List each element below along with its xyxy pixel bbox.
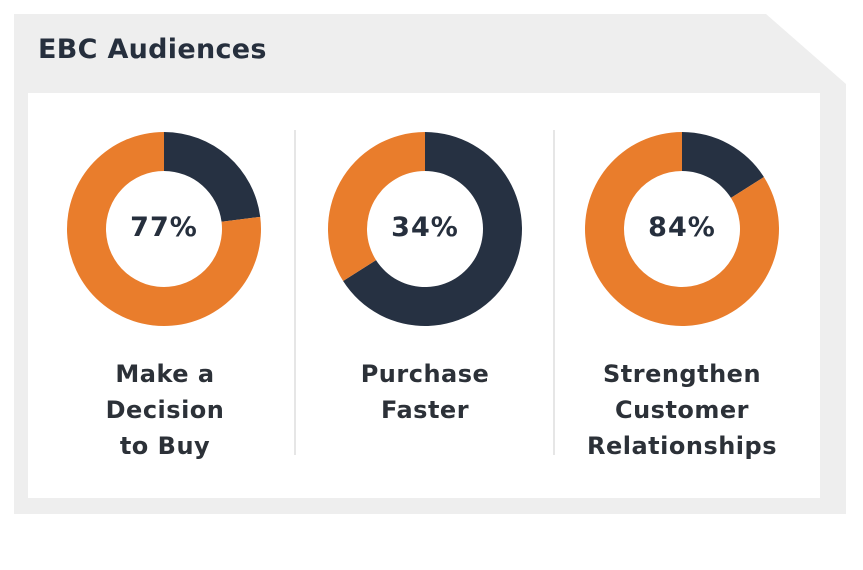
- donut-chart-decision: [67, 132, 261, 326]
- donut-chart-relationships: [585, 132, 779, 326]
- category-label-line: Faster: [380, 396, 470, 424]
- donut-value-segment: [328, 132, 425, 281]
- category-label-line: Strengthen: [602, 360, 762, 388]
- donut-category-label: Strengthen Customer Relationships: [567, 356, 797, 464]
- donut-value-label: 84%: [648, 212, 716, 243]
- donut-value-segment: [67, 132, 261, 326]
- donut-remainder-segment: [682, 132, 764, 198]
- donut-remainder-segment: [343, 132, 522, 326]
- donut-category-label: Make a Decision to Buy: [50, 356, 280, 464]
- donut-value-segment: [585, 132, 779, 326]
- category-label-line: Relationships: [586, 432, 777, 460]
- column-divider: [294, 130, 296, 455]
- donut-chart-purchase: [328, 132, 522, 326]
- page-title: EBC Audiences: [38, 34, 267, 65]
- donut-category-label: Purchase Faster: [310, 356, 540, 428]
- category-label-line: Decision: [105, 396, 225, 424]
- donut-remainder-segment: [164, 132, 261, 222]
- category-label-line: Make a: [115, 360, 215, 388]
- donut-value-label: 77%: [130, 212, 198, 243]
- column-divider: [553, 130, 555, 455]
- category-label-line: to Buy: [119, 432, 211, 460]
- donut-value-label: 34%: [391, 212, 459, 243]
- category-label-line: Customer: [614, 396, 750, 424]
- category-label-line: Purchase: [360, 360, 490, 388]
